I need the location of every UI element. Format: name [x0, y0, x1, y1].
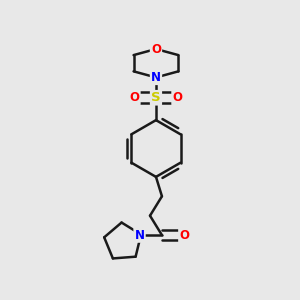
Text: O: O — [179, 229, 189, 242]
Text: N: N — [151, 71, 161, 84]
Text: O: O — [172, 91, 182, 104]
Text: S: S — [151, 91, 161, 104]
Text: N: N — [134, 229, 145, 242]
Text: O: O — [151, 43, 161, 56]
Text: O: O — [130, 91, 140, 104]
